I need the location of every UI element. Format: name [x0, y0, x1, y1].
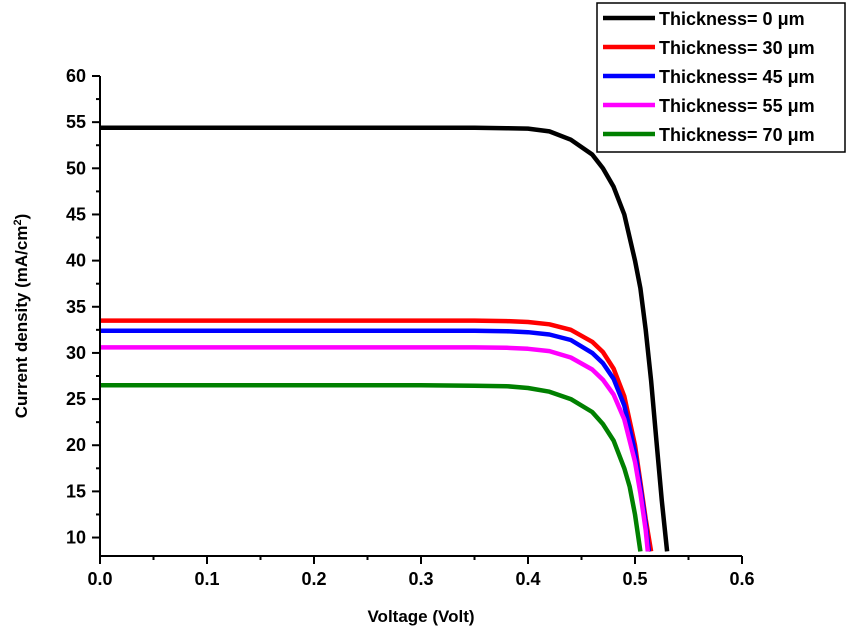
curves-layer	[100, 125, 670, 552]
y-tick-label: 35	[66, 297, 86, 317]
y-axis-title-close: )	[12, 214, 31, 220]
y-tick-label: 60	[66, 66, 86, 86]
series-line-0	[100, 125, 670, 552]
legend-label-1: Thickness= 30 μm	[659, 38, 815, 58]
x-tick-label: 0.0	[87, 569, 112, 589]
legend-label-0: Thickness= 0 μm	[659, 9, 805, 29]
y-tick-label: 50	[66, 158, 86, 178]
y-axis-title-main: Current density (mA/cm	[12, 226, 31, 419]
x-tick-label: 0.3	[408, 569, 433, 589]
legend-label-4: Thickness= 70 μm	[659, 125, 815, 145]
ticks-layer: 0.0 0.1 0.2 0.3 0.4 0.5 0.6 10 15 20 25 30 35 40 45 50 5…	[66, 66, 755, 589]
y-tick-label: 45	[66, 204, 86, 224]
y-tick-label: 20	[66, 435, 86, 455]
y-axis-title: Current density (mA/cm2)	[12, 214, 31, 419]
series-line-3	[100, 345, 651, 552]
x-tick-label: 0.2	[301, 569, 326, 589]
x-axis-title: Voltage (Volt)	[367, 607, 474, 626]
y-tick-label: 25	[66, 389, 86, 409]
y-tick-label: 15	[66, 481, 86, 501]
y-tick-label: 40	[66, 251, 86, 271]
legend-label-2: Thickness= 45 μm	[659, 67, 815, 87]
y-axis-title-sup: 2	[12, 219, 24, 225]
legend: Thickness= 0 μm Thickness= 30 μm Thickness…	[596, 2, 846, 153]
x-tick-label: 0.4	[515, 569, 540, 589]
y-tick-label: 30	[66, 343, 86, 363]
legend-label-3: Thickness= 55 μm	[659, 96, 815, 116]
series-line-2	[100, 328, 652, 552]
series-line-4	[100, 382, 643, 552]
y-tick-label: 10	[66, 528, 86, 548]
x-tick-label: 0.5	[622, 569, 647, 589]
x-tick-label: 0.1	[194, 569, 219, 589]
y-tick-label: 55	[66, 112, 86, 132]
x-tick-label: 0.6	[729, 569, 754, 589]
